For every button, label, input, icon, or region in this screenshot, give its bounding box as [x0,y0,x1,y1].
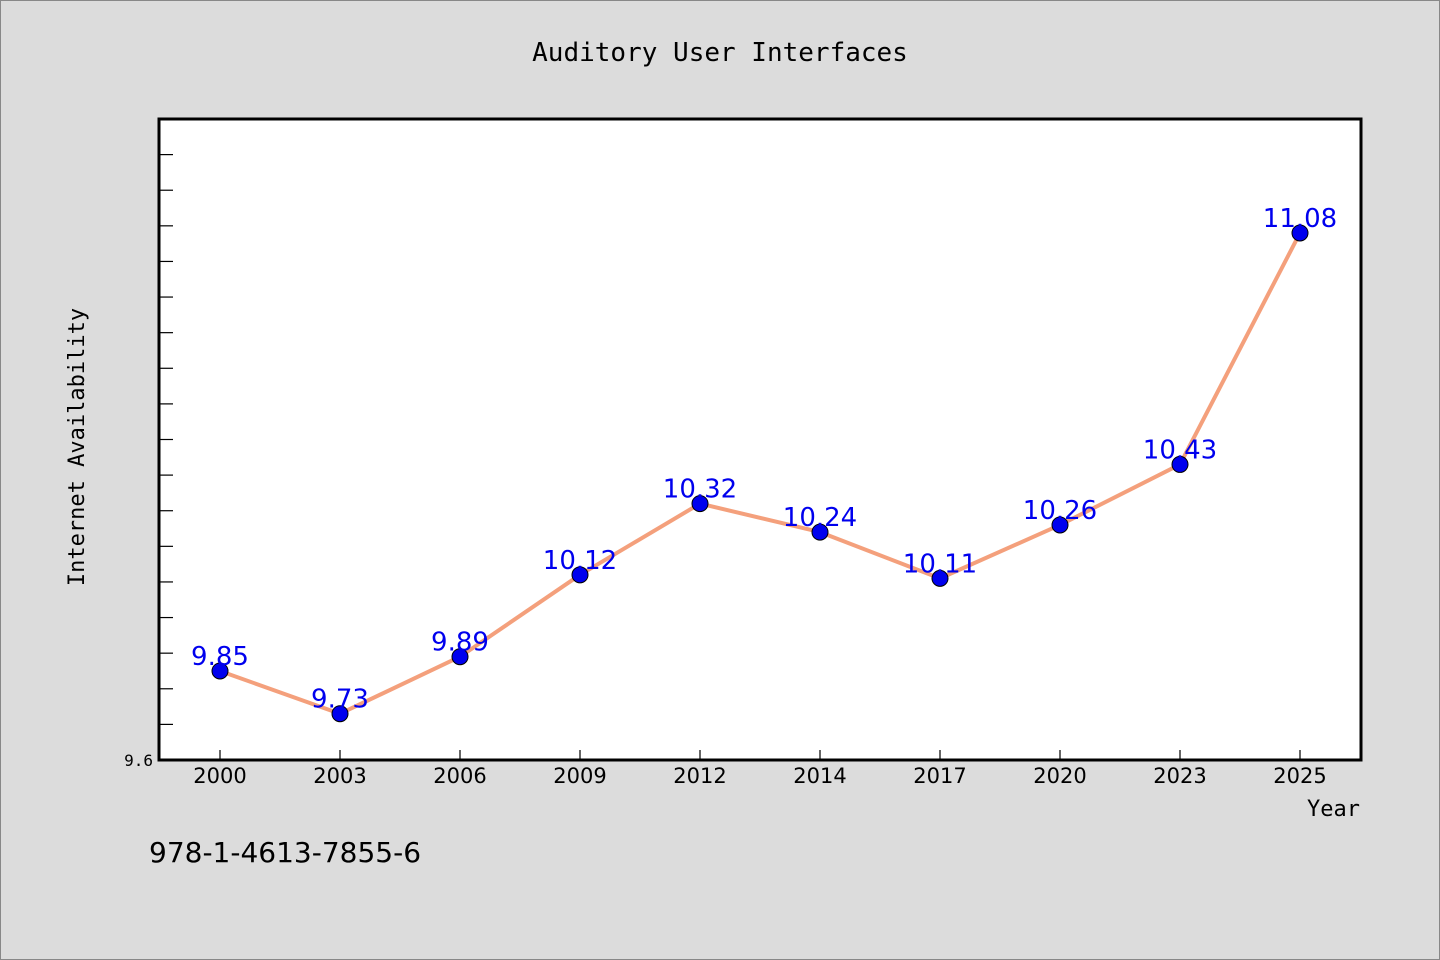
x-tick-label: 2006 [433,764,486,788]
x-tick-label: 2003 [313,764,366,788]
chart-title: Auditory User Interfaces [532,38,908,68]
data-label: 10.43 [1143,435,1217,465]
data-label: 9.89 [431,628,489,658]
y-axis-ticks [159,154,173,725]
data-label: 10.26 [1023,496,1097,526]
data-labels: 9.85 9.73 9.89 10.12 10.32 10.24 10.11 10.26 10.… [191,204,1337,715]
data-point [1051,516,1069,534]
series-line [219,232,1302,716]
data-label: 10.12 [543,546,617,576]
data-label: 9.73 [311,685,369,715]
data-label: 10.32 [663,475,737,505]
y-axis-tick-labels: 9.6 [124,751,153,770]
data-point [451,648,469,666]
x-tick-label: 2009 [553,764,606,788]
data-point [211,662,229,680]
y-tick-label: 9.6 [124,751,153,770]
data-label: 10.11 [903,549,977,579]
data-label: 10.24 [783,503,857,533]
x-tick-label: 2017 [913,764,966,788]
x-axis-label: Year [1307,797,1360,822]
data-point [811,523,829,541]
x-tick-label: 2012 [673,764,726,788]
data-point [331,705,349,723]
y-axis-label: Internet Availability [65,308,90,586]
data-point [571,566,589,584]
x-tick-label: 2023 [1153,764,1206,788]
series-markers [211,224,1309,723]
data-point [1291,224,1309,242]
x-tick-label: 2020 [1033,764,1086,788]
x-tick-label: 2014 [793,764,846,788]
plot-area [157,117,1363,762]
x-axis-tick-labels: 2000 2003 2006 2009 2012 2014 2017 2020 2023 2025 [193,764,1326,788]
data-point [691,495,709,513]
data-point [1171,455,1189,473]
x-axis-ticks [219,750,1301,760]
x-tick-label: 2000 [193,764,246,788]
data-label: 11.08 [1263,204,1337,234]
data-point [931,569,949,587]
data-label: 9.85 [191,642,249,672]
isbn-footer: 978-1-4613-7855-6 [149,836,421,869]
x-tick-label: 2025 [1273,764,1326,788]
